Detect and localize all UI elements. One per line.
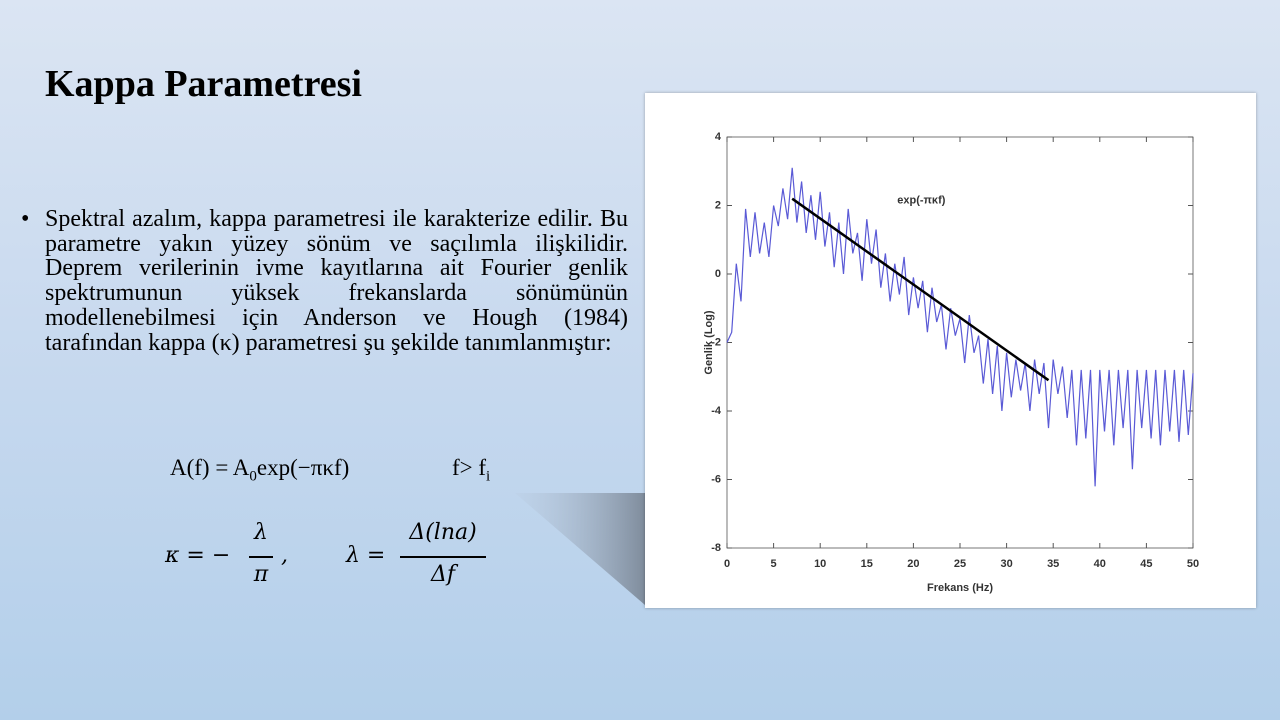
y-tick-label: -2 bbox=[711, 336, 721, 348]
denominator: Δf bbox=[430, 562, 456, 587]
denominator: π bbox=[253, 562, 269, 587]
x-tick-label: 40 bbox=[1094, 558, 1106, 570]
math: λ = bbox=[346, 543, 386, 568]
formula-part: A(f) = A bbox=[170, 455, 250, 480]
numerator: λ bbox=[254, 520, 268, 545]
y-axis-label: Genlik (Log) bbox=[703, 310, 715, 375]
formula: A(f) = A0exp(−πκf) bbox=[170, 455, 349, 486]
math: , bbox=[281, 543, 288, 568]
x-tick-label: 45 bbox=[1140, 558, 1152, 570]
x-tick-label: 0 bbox=[724, 558, 730, 570]
y-tick-label: -8 bbox=[711, 542, 721, 554]
y-tick-label: 2 bbox=[715, 199, 721, 211]
fraction-bar bbox=[249, 556, 273, 558]
bullet-text: Spektral azalım, kappa parametresi ile k… bbox=[21, 207, 628, 355]
math: κ = − bbox=[165, 543, 231, 568]
chart-panel: 0 5 10 15 20 25 30 35 40 45 50 -8 -6 -4 -2 0 2 4 Frekans (… bbox=[645, 93, 1256, 608]
formula-part: f> f bbox=[452, 455, 487, 480]
condition: f> fi bbox=[452, 455, 490, 486]
y-tick-label: 4 bbox=[715, 131, 722, 143]
formula-part: exp(−πκf) bbox=[256, 455, 350, 480]
y-tick-label: -4 bbox=[711, 405, 722, 417]
chart: 0 5 10 15 20 25 30 35 40 45 50 -8 -6 -4 -2 0 2 4 Frekans (… bbox=[703, 131, 1199, 594]
x-tick-label: 35 bbox=[1047, 558, 1059, 570]
series-line bbox=[726, 167, 1194, 487]
plot-frame bbox=[726, 136, 1194, 549]
x-tick-label: 15 bbox=[861, 558, 873, 570]
x-tick-label: 25 bbox=[954, 558, 966, 570]
subscript: i bbox=[486, 468, 491, 485]
y-tick-label: 0 bbox=[715, 268, 721, 280]
x-tick-label: 5 bbox=[771, 558, 777, 570]
x-axis-label: Frekans (Hz) bbox=[927, 582, 993, 594]
series-line bbox=[791, 197, 1050, 382]
fraction-bar bbox=[400, 556, 486, 558]
x-tick-label: 20 bbox=[907, 558, 919, 570]
y-tick-label: -6 bbox=[711, 473, 721, 485]
x-tick-label: 30 bbox=[1000, 558, 1012, 570]
x-tick-label: 10 bbox=[814, 558, 826, 570]
subscript: 0 bbox=[249, 468, 257, 485]
slide-title: Kappa Parametresi bbox=[45, 63, 362, 105]
x-tick-label: 50 bbox=[1187, 558, 1199, 570]
line-annotation: exp(-πκf) bbox=[897, 195, 945, 207]
numerator: Δ(lna) bbox=[409, 520, 477, 545]
